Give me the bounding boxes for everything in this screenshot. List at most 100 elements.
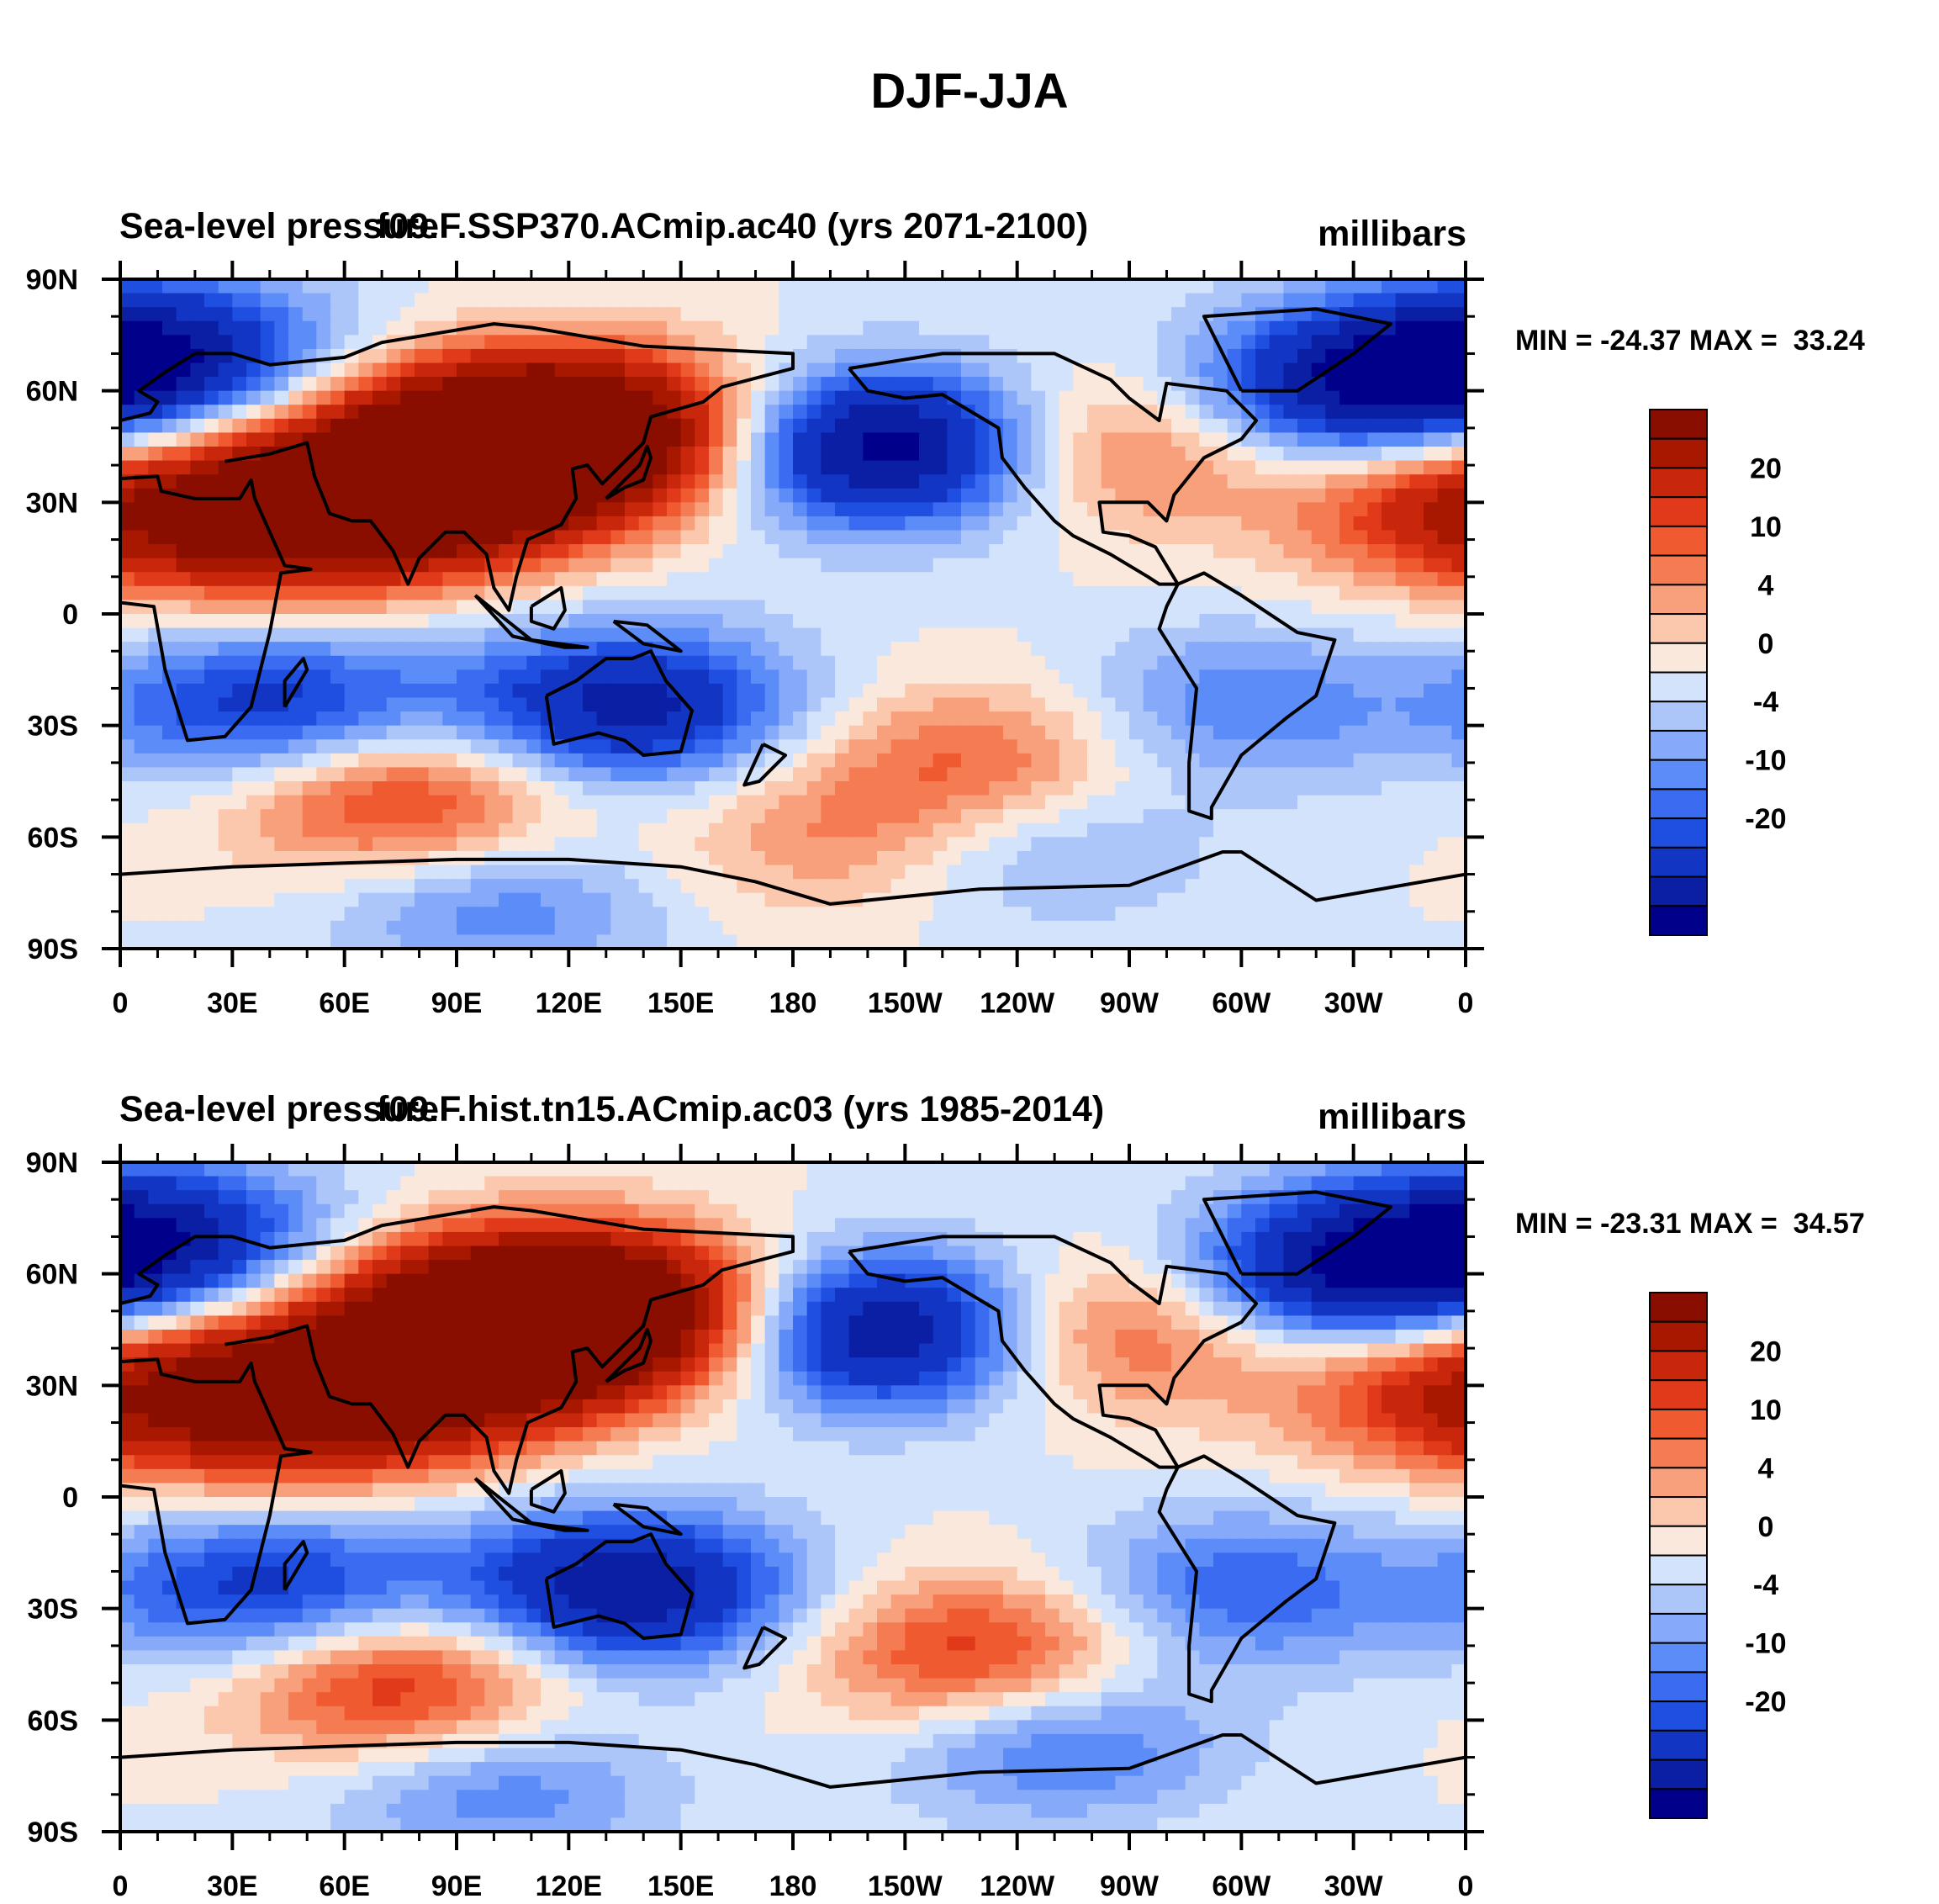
field-cell (1424, 600, 1439, 615)
field-cell (470, 418, 485, 434)
field-cell (428, 1162, 443, 1177)
field-cell (680, 335, 695, 350)
field-cell (541, 307, 556, 322)
field-cell (1424, 725, 1439, 740)
field-cell (1003, 837, 1018, 852)
field-cell (232, 279, 247, 294)
field-cell (134, 348, 149, 364)
field-cell (358, 837, 373, 852)
field-cell (428, 585, 443, 601)
field-cell (1297, 683, 1313, 699)
field-cell (1227, 837, 1242, 852)
field-cell (1101, 1176, 1116, 1191)
field-cell (625, 697, 640, 712)
field-cell (737, 460, 752, 475)
field-cell (415, 809, 430, 824)
field-cell (1382, 432, 1397, 447)
field-cell (863, 585, 878, 601)
field-cell (316, 781, 331, 796)
field-cell (470, 865, 485, 880)
field-cell (1143, 753, 1158, 769)
field-cell (288, 488, 304, 503)
field-cell (344, 907, 359, 922)
field-cell (652, 837, 668, 852)
field-cell (737, 627, 752, 643)
field-cell (1255, 822, 1271, 838)
field-cell (1283, 809, 1298, 824)
field-cell (499, 474, 514, 489)
field-cell (751, 320, 766, 336)
field-cell (1437, 516, 1452, 532)
field-cell (835, 362, 850, 378)
field-cell (737, 293, 752, 308)
field-cell (764, 600, 779, 615)
field-cell (526, 655, 542, 670)
field-cell (162, 697, 177, 712)
field-cell (176, 767, 191, 782)
field-cell (1031, 892, 1046, 907)
field-cell (148, 711, 163, 727)
field-cell (1157, 683, 1172, 699)
field-cell (302, 390, 317, 405)
field-cell (204, 920, 219, 936)
field-cell (1382, 390, 1397, 405)
field-cell (541, 335, 556, 350)
field-cell (1143, 418, 1158, 434)
field-cell (1101, 767, 1116, 782)
field-cell (863, 488, 878, 503)
field-cell (1283, 642, 1298, 657)
field-cell (1424, 837, 1439, 852)
field-cell (204, 600, 219, 615)
field-cell (751, 865, 766, 880)
field-cell (218, 279, 233, 294)
field-cell (1031, 920, 1046, 936)
field-cell (1129, 572, 1144, 587)
field-cell (1255, 335, 1271, 350)
field-cell (554, 502, 569, 517)
field-cell (470, 390, 485, 405)
field-cell (1101, 809, 1116, 824)
field-cell (457, 558, 472, 573)
field-cell (120, 822, 135, 838)
field-cell (1017, 418, 1032, 434)
field-cell (1395, 320, 1410, 336)
field-cell (709, 418, 724, 434)
field-cell (583, 558, 598, 573)
field-cell (302, 907, 317, 922)
field-cell (260, 390, 275, 405)
field-cell (1409, 809, 1424, 824)
field-cell (905, 307, 920, 322)
field-cell (1213, 920, 1228, 936)
field-cell (793, 627, 808, 643)
field-cell (358, 865, 373, 880)
field-cell (625, 307, 640, 322)
field-cell (1073, 892, 1088, 907)
field-cell (1129, 865, 1144, 880)
field-cell (176, 655, 191, 670)
field-cell (695, 892, 710, 907)
field-cell (779, 558, 794, 573)
field-cell (1157, 907, 1172, 922)
field-cell (1031, 572, 1046, 587)
field-cell (386, 892, 401, 907)
field-cell (330, 405, 346, 420)
field-cell (1424, 892, 1439, 907)
field-cell (722, 460, 737, 475)
field-cell (512, 516, 527, 532)
field-cell (1382, 418, 1397, 434)
field-cell (260, 739, 275, 754)
field-cell (1409, 767, 1424, 782)
field-cell (330, 809, 346, 824)
field-cell (358, 934, 373, 949)
field-cell (779, 781, 794, 796)
field-cell (1115, 614, 1130, 629)
field-cell (457, 585, 472, 601)
field-cell (1171, 892, 1186, 907)
field-cell (695, 418, 710, 434)
field-cell (779, 655, 794, 670)
field-cell (975, 795, 990, 810)
field-cell (302, 1162, 317, 1177)
field-cell (667, 544, 682, 559)
field-cell (176, 795, 191, 810)
field-cell (274, 432, 289, 447)
